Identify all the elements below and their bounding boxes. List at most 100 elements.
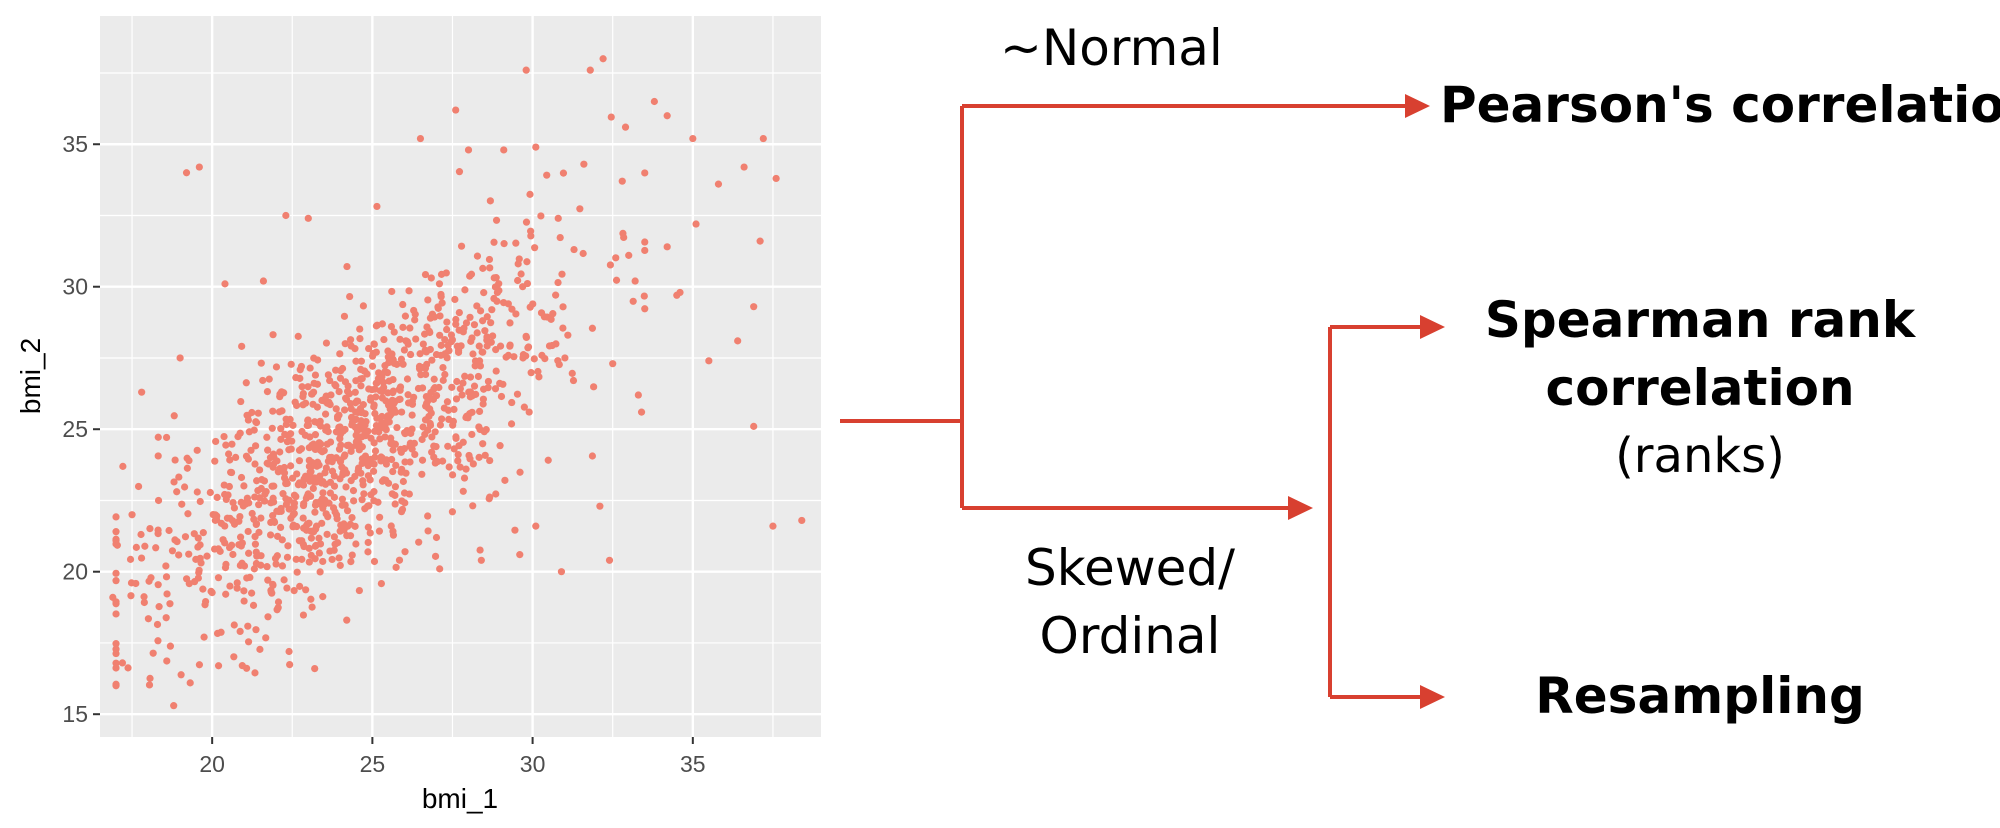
data-point [141,542,149,550]
data-point [226,582,234,590]
data-point [334,539,342,547]
data-point [213,516,221,524]
data-point [173,488,181,496]
data-point [356,375,365,383]
data-point [340,452,348,460]
data-point [140,593,148,601]
data-point [269,580,277,588]
data-point [270,482,278,490]
data-point [522,332,530,340]
data-point [276,465,284,473]
data-point [514,260,522,268]
data-point [309,440,318,448]
data-point [432,533,441,542]
data-point [359,477,367,485]
data-point [510,353,518,361]
data-point [492,346,500,354]
data-point [304,214,312,222]
data-point [375,527,384,535]
data-point [318,519,326,527]
data-point [396,445,405,453]
data-point [389,355,397,364]
data-point [252,419,261,427]
data-point [393,423,401,432]
data-point [270,518,279,526]
data-point [457,242,466,250]
data-point [240,597,248,605]
data-point [384,401,393,409]
data-point [319,557,327,566]
data-point [734,337,742,345]
data-point [609,360,617,368]
data-point [465,451,473,460]
data-point [391,491,399,499]
data-point [162,433,171,442]
data-point [397,355,406,363]
data-point [396,335,404,343]
data-point [431,552,440,560]
data-point [387,434,395,442]
data-point [348,421,356,429]
data-point [280,469,289,477]
data-point [257,514,265,522]
data-point [316,568,324,576]
data-point [629,297,637,305]
data-point [321,469,329,477]
data-point [236,627,244,636]
data-point [287,360,295,368]
data-point [384,412,392,420]
data-point [516,551,524,559]
data-point [406,458,414,466]
data-point [484,384,492,392]
data-point [466,272,474,280]
data-point [251,493,259,501]
data-point [506,319,514,327]
data-point [364,523,372,531]
data-point [195,568,203,577]
arrowhead-skewed [1288,496,1313,520]
data-point [230,653,238,661]
data-point [277,435,285,443]
data-point [213,629,222,637]
data-point [364,548,372,556]
data-point [287,445,295,453]
arrowhead-pearson [1405,94,1430,118]
data-point [555,360,563,369]
data-point [361,410,369,418]
data-point [222,495,230,504]
data-point [127,592,135,600]
data-point [162,573,171,581]
data-point [410,393,418,401]
data-point [388,455,396,464]
data-point [641,238,649,246]
data-point [486,456,494,465]
data-point [424,296,432,304]
data-point [479,264,487,272]
data-point [287,462,295,470]
data-point [252,626,260,634]
data-point [264,613,272,621]
data-point [260,497,269,505]
y-tick-label: 30 [62,274,88,300]
data-point [487,338,495,346]
data-point [485,255,494,264]
data-point [438,457,447,465]
data-point [144,615,153,623]
data-point [295,457,304,465]
data-point [274,604,282,612]
data-point [258,476,266,484]
data-point [423,399,431,407]
data-point [180,483,189,491]
data-point [190,578,199,586]
data-point [166,600,174,608]
data-point [238,662,246,670]
data-point [251,460,259,468]
data-point [208,588,216,597]
data-point [692,220,700,228]
data-point [561,354,569,362]
data-point [526,190,534,198]
data-point [357,357,365,365]
data-point [296,374,304,382]
data-point [278,536,286,544]
data-point [196,541,204,549]
